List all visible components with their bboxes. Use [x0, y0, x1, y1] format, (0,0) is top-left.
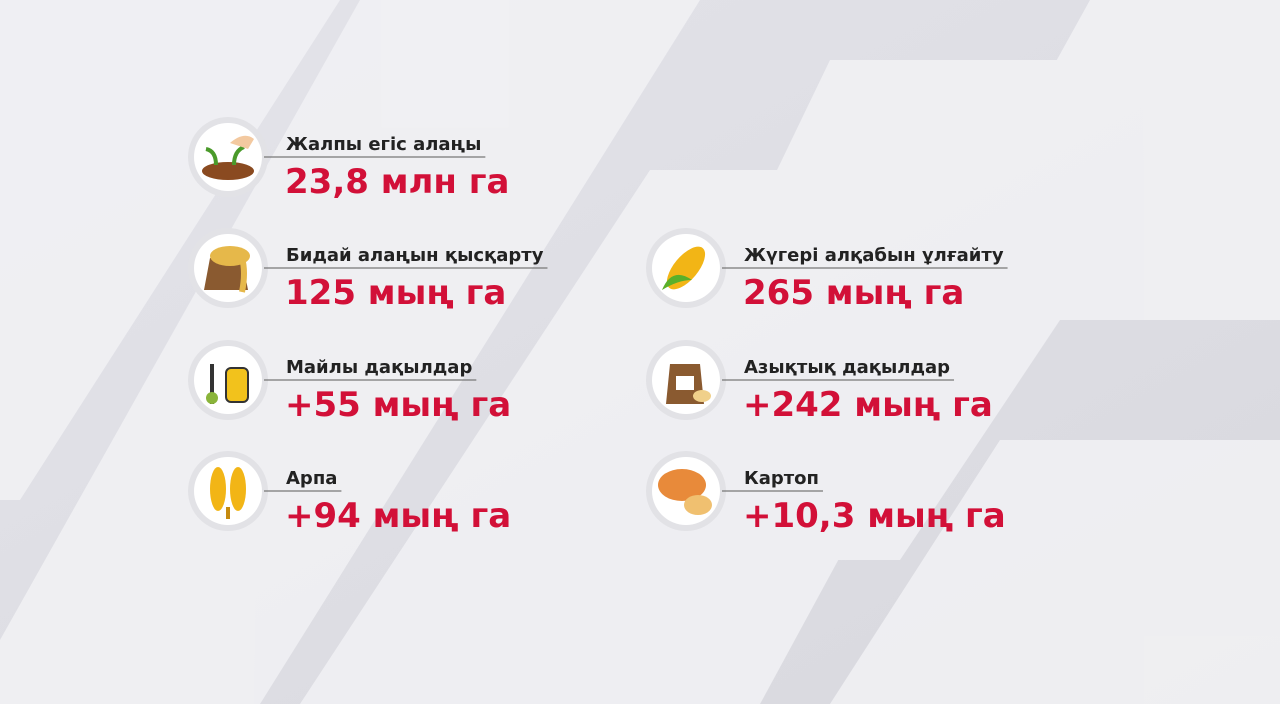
icon: [206, 364, 249, 404]
pea: [693, 390, 711, 402]
icon: [662, 246, 706, 290]
icon: [210, 467, 246, 519]
icon-bg: [194, 457, 262, 525]
ear: [210, 467, 226, 511]
item: Майлы дақылдар +55 мың га: [188, 340, 511, 425]
item-value: 23,8 млн га: [285, 162, 509, 202]
item: Бидай алаңын қысқарту 125 мың га: [188, 228, 548, 313]
ear: [230, 467, 246, 511]
soil: [202, 162, 254, 180]
sack: [204, 258, 248, 290]
olive: [206, 392, 218, 404]
item: Азықтық дақылдар +242 мың га: [646, 340, 993, 425]
sprout: [205, 145, 245, 166]
icon: [202, 135, 254, 180]
leaf: [662, 274, 692, 290]
item-label: Азықтық дақылдар: [744, 357, 950, 378]
item: Арпа +94 мың га: [188, 451, 511, 536]
icon: [204, 246, 250, 293]
item-value: +242 мың га: [743, 385, 993, 425]
icon: [658, 469, 712, 515]
item-value: 265 мың га: [743, 273, 964, 313]
item-label: Бидай алаңын қысқарту: [286, 245, 544, 266]
potato: [658, 469, 706, 501]
bottle: [225, 367, 249, 403]
tag: [676, 376, 694, 390]
item: Картоп +10,3 мың га: [646, 451, 1006, 536]
icon-bg: [194, 123, 262, 191]
item-label: Картоп: [744, 468, 819, 489]
item-value: +55 мың га: [285, 385, 511, 425]
potato-half: [684, 495, 712, 515]
item-label: Жалпы егіс алаңы: [286, 134, 481, 155]
wheat: [239, 257, 247, 293]
item-value: +10,3 мың га: [743, 496, 1006, 536]
hand: [230, 135, 254, 149]
item: Жалпы егіс алаңы 23,8 млн га: [188, 117, 509, 202]
item-value: +94 мың га: [285, 496, 511, 536]
item-value: 125 мың га: [285, 273, 506, 313]
items: Жалпы егіс алаңы 23,8 млн га Бидай алаңын …: [188, 117, 1008, 536]
item-label: Жүгері алқабын ұлғайту: [744, 245, 1004, 266]
item-label: Майлы дақылдар: [286, 357, 472, 378]
item-label: Арпа: [286, 468, 337, 489]
item: Жүгері алқабын ұлғайту 265 мың га: [646, 228, 1008, 313]
icon: [666, 364, 711, 404]
